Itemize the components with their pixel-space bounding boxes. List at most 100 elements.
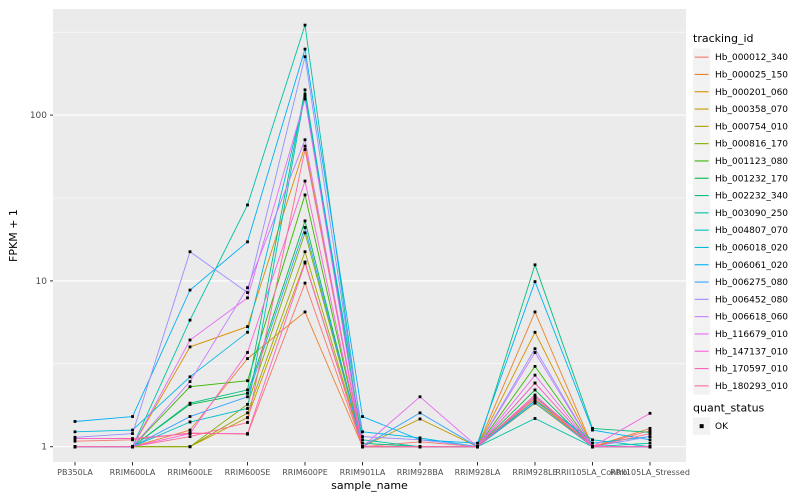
legend-quant-status: quant_status OK [693,402,765,435]
data-point [303,47,307,51]
data-point [533,330,537,334]
data-point [246,411,249,415]
data-point [188,338,192,342]
legend-item-Hb_000025_150: Hb_000025_150 [693,65,788,84]
data-point [648,426,652,430]
x-tick-label: RRIM600PE [282,468,328,477]
data-point [188,250,192,254]
legend-label: Hb_170597_010 [715,365,788,375]
data-point [533,397,537,401]
data-point [361,441,364,445]
data-point [188,420,192,424]
data-point [476,441,479,445]
legend-label: Hb_002232_340 [715,192,788,202]
legend-label: Hb_000816_170 [715,140,788,150]
data-point [303,92,307,96]
data-point [361,438,364,442]
axis-title-x: sample_name [331,479,408,492]
data-point [73,430,77,434]
data-point [246,357,249,360]
legend-label: Hb_147137_010 [715,347,788,357]
legend-item-Hb_006061_020: Hb_006061_020 [693,256,788,274]
data-point [591,445,594,449]
data-point [303,281,307,285]
x-tick-label: RRIM600LE [167,468,212,477]
data-point [73,437,77,440]
data-point [188,318,192,322]
data-point [246,432,249,435]
legend-item-Hb_001232_170: Hb_001232_170 [693,169,788,187]
legend-label: Hb_006618_060 [715,313,788,323]
legend-point-swatch [699,424,704,429]
legend-label: Hb_180293_010 [715,382,788,392]
data-point [246,388,249,392]
axes: 1 10 100 PB350LA RRIM600LA RRIM600LE RRIM600SE… [30,111,690,477]
legend-item-Hb_006275_080: Hb_006275_080 [693,273,788,291]
legend-item-Hb_003090_250: Hb_003090_250 [693,204,788,222]
data-point [131,428,134,432]
legend-item-Hb_006618_060: Hb_006618_060 [693,308,788,326]
data-point [303,94,307,98]
data-point [303,261,307,265]
legend-label: Hb_003090_250 [715,209,788,219]
legend-item-quant-ok: OK [693,417,729,435]
data-point [246,351,249,354]
y-tick-label: 100 [30,111,47,121]
data-point [246,240,249,244]
data-point [73,439,77,443]
data-point [188,345,192,349]
data-point [73,420,77,423]
legend-label: Hb_000201_060 [715,88,788,98]
axis-title-y: FPKM + 1 [7,209,20,262]
data-point [131,432,134,435]
data-point [303,193,307,197]
data-point [533,365,537,368]
data-point [131,415,134,418]
data-point [303,138,307,142]
data-point [648,435,652,439]
y-tick-label: 1 [41,443,47,453]
data-point [361,415,364,418]
data-point [246,203,249,207]
data-point [533,351,537,354]
data-point [188,385,192,389]
legend-item-Hb_006452_080: Hb_006452_080 [693,290,788,308]
legend-tracking-id: tracking_id Hb_000012_340 Hb_000025_150 Hb_… [693,32,788,395]
legend-item-Hb_000754_010: Hb_000754_010 [693,117,788,135]
data-point [303,97,307,101]
data-point [533,263,537,267]
x-tick-label: RRIM928BA [397,468,444,477]
data-point [303,219,307,223]
data-point [418,411,422,415]
data-point [188,288,192,292]
legend-item-Hb_180293_010: Hb_180293_010 [693,377,788,395]
legend-item-Hb_000358_070: Hb_000358_070 [693,100,788,118]
data-point [648,438,652,442]
legend-item-Hb_000816_170: Hb_000816_170 [693,135,788,153]
data-points [73,23,652,449]
x-tick-label: RRIM928LE [512,468,557,477]
data-point [188,401,192,405]
data-point [591,426,594,430]
legend-label: Hb_000025_150 [715,70,788,80]
legend-label: Hb_000754_010 [715,122,788,132]
legend-label: Hb_006018_020 [715,243,788,253]
legend-label: OK [715,422,729,432]
x-tick-label: RRII105LA_Control [555,468,629,477]
data-point [418,445,422,449]
x-tick-label: RRIM600LA [110,468,156,477]
data-point [648,429,652,433]
data-point [533,347,537,351]
x-tick-label: PB350LA [57,468,93,477]
data-point [188,375,192,379]
data-point [188,432,192,435]
legend-item-Hb_000201_060: Hb_000201_060 [693,83,788,101]
plot-panel [53,9,686,462]
data-point [246,291,249,295]
data-point [246,395,249,399]
legend-label: Hb_116679_010 [715,330,788,340]
data-point [533,388,537,392]
data-point [131,437,134,440]
data-point [303,250,307,254]
data-point [418,395,422,399]
